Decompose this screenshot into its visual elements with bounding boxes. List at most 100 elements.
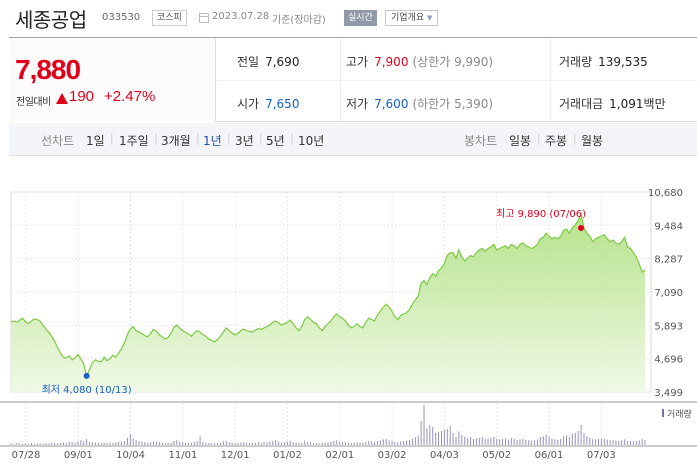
volume-bar [185,442,186,445]
volume-bar [350,443,352,445]
volume-bar [228,442,230,445]
volume-bar [603,439,605,445]
volume-bar [100,443,102,445]
volume-bar [598,439,599,445]
volume-bar [630,441,631,445]
volume-bar [502,439,503,445]
volume-legend-icon [662,409,664,417]
volume-bar [202,441,204,445]
volume-bar [42,443,44,445]
period-1y[interactable]: 1년 [203,134,222,148]
volume-bar [13,443,15,445]
volume-bar [342,441,344,445]
realtime-button[interactable]: 실시간 [344,10,377,26]
candle-weekly[interactable]: 주봉 [545,134,568,148]
volume-bar [295,442,297,445]
volume-bar [205,442,207,445]
volume-bar [30,443,32,445]
volume-bar [126,437,128,445]
volume-bar [548,437,550,445]
volume-bar [528,440,530,445]
x-tick-label: 06/01 [535,450,564,461]
volume-bar [475,438,477,445]
volume-bar [243,442,245,445]
x-tick-label: 09/01 [64,450,93,461]
period-1w[interactable]: 1주일 [119,134,149,148]
volume-bar [455,437,457,445]
volume-bar [362,443,364,445]
volume-bar [493,437,495,445]
up-triangle-icon [56,93,68,104]
volume-bar [315,443,317,445]
stat-volume: 거래량 139,535 [559,53,648,70]
x-tick-label: 07/28 [12,450,41,461]
divider: | [537,132,541,145]
volume-bar [505,438,506,445]
volume-bar [138,441,140,445]
stat-value: 139,535 [598,55,648,69]
volume-bar [545,434,547,445]
y-tick-label: 8,287 [654,255,683,266]
stat-label: 거래대금 [559,97,604,111]
volume-bar [48,443,50,445]
volume-bar [214,443,216,445]
company-name: 세종공업 [15,8,87,32]
period-1d[interactable]: 1일 [86,134,105,148]
volume-bar [449,425,451,445]
volume-bar [92,442,93,445]
stat-label: 고가 [346,55,369,69]
volume-bar [473,439,474,445]
volume-bar [606,439,608,445]
volume-bar [281,442,282,445]
volume-bar [301,442,303,445]
price-chart[interactable]: 10,680 9,484 8,287 7,090 5,893 4,696 3,499 최고 … [0,156,697,475]
volume-bar [33,443,35,445]
volume-bar [266,442,268,445]
volume-bar [196,441,198,445]
period-3y[interactable]: 3년 [235,134,254,148]
period-3m[interactable]: 3개월 [161,134,191,148]
period-5y[interactable]: 5년 [266,134,285,148]
candle-daily[interactable]: 일봉 [509,134,532,148]
col-divider [550,38,551,122]
volume-bar [513,439,515,445]
volume-bar [298,443,300,445]
volume-bar [368,441,370,445]
volume-bar [263,442,265,445]
stat-value: 7,900 [374,55,409,69]
volume-bar [153,441,155,445]
period-10y[interactable]: 10년 [298,134,325,148]
quote-summary: 7,880 전일대비 190 +2.47% 전일 7,690 고가 7,900 (상한… [9,37,697,122]
volume-bar [531,440,533,445]
volume-bar [406,440,408,445]
volume-bar [16,443,18,445]
volume-bar [254,442,256,445]
stat-low: 저가 7,600 (하한가 5,390) [346,95,493,112]
volume-bar [446,429,448,445]
volume-bar [310,442,312,445]
volume-bar [522,439,524,445]
volume-bar [278,441,280,445]
volume-bar [77,441,79,445]
volume-bar [237,443,239,445]
volume-bar [144,442,146,445]
volume-bar [188,443,189,445]
chevron-down-icon: ▼ [427,14,433,22]
company-overview-dropdown[interactable]: 기업개요 ▼ [385,10,439,26]
candle-monthly[interactable]: 월봉 [581,134,604,148]
volume-bar [510,437,512,445]
volume-bar [225,441,227,445]
volume-bar [51,442,53,445]
max-label: 최고 9,890 (07/06) [496,208,586,220]
stock-header: 세종공업 033530 코스피 2023.07.28 기준(장마감) 실시간 기… [0,0,697,37]
calendar-icon [199,13,209,23]
volume-bar [60,443,61,445]
divider: | [227,132,231,145]
volume-bar [417,435,419,445]
stock-code: 033530 [102,12,141,23]
volume-bar [374,442,376,445]
x-tick-label: 01/02 [273,450,302,461]
volume-bar [353,442,355,445]
volume-bar [507,439,509,445]
volume-bar [286,441,288,445]
